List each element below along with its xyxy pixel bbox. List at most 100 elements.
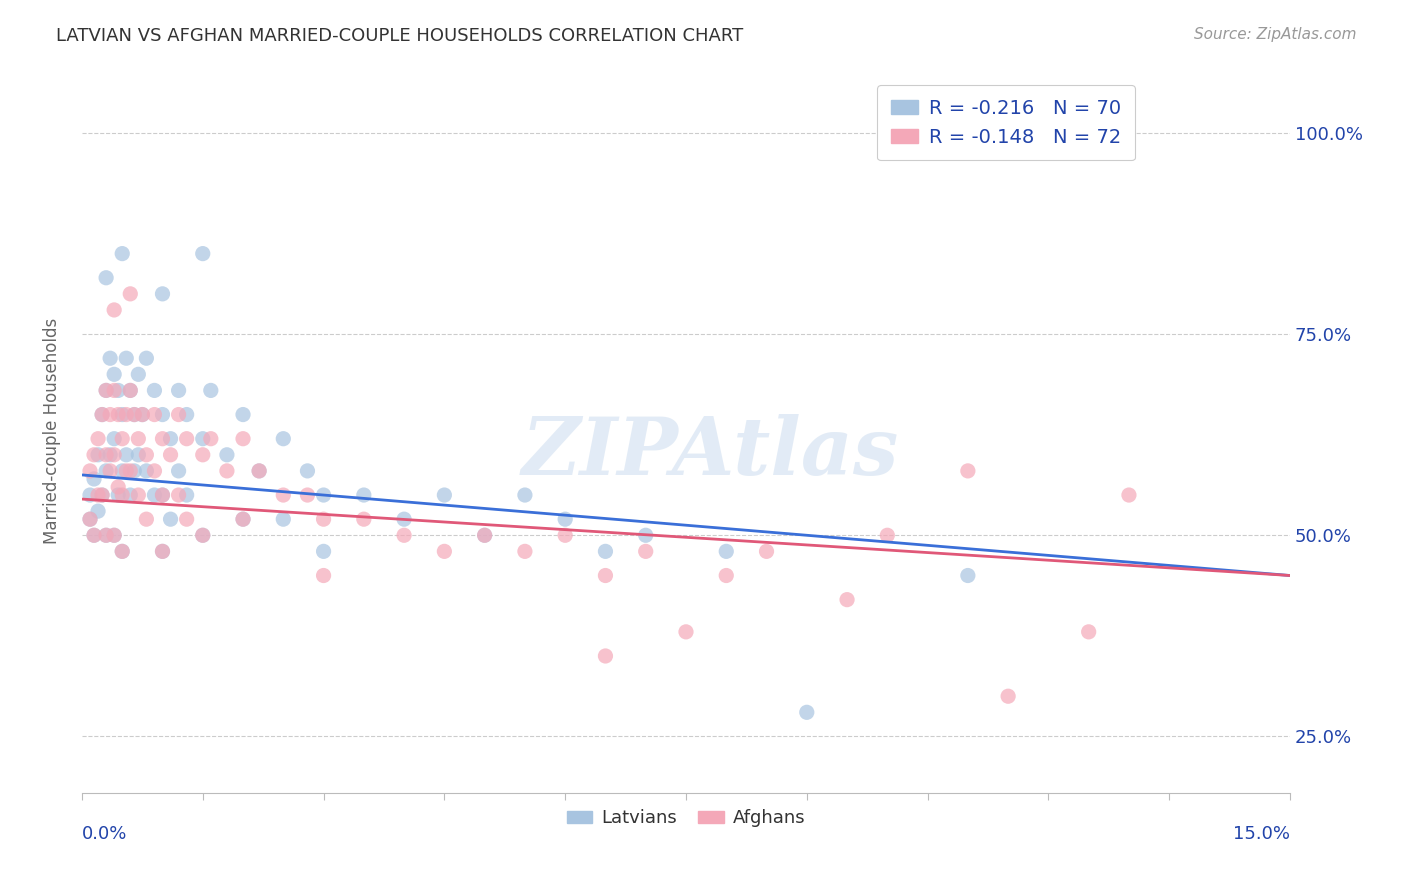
Point bbox=[152, 544, 174, 558]
Point bbox=[876, 528, 898, 542]
Point bbox=[115, 408, 138, 422]
Point bbox=[167, 408, 190, 422]
Point bbox=[271, 512, 294, 526]
Point bbox=[124, 408, 146, 422]
Point bbox=[87, 432, 110, 446]
Point bbox=[115, 351, 138, 366]
Point bbox=[127, 368, 149, 382]
Text: Source: ZipAtlas.com: Source: ZipAtlas.com bbox=[1194, 27, 1357, 42]
Point bbox=[595, 568, 617, 582]
Point bbox=[127, 448, 149, 462]
Point bbox=[124, 464, 146, 478]
Point bbox=[127, 488, 149, 502]
Point bbox=[152, 432, 174, 446]
Point bbox=[176, 432, 198, 446]
Point bbox=[135, 512, 157, 526]
Point bbox=[297, 464, 319, 478]
Point bbox=[159, 448, 181, 462]
Point bbox=[191, 246, 214, 260]
Point bbox=[98, 408, 121, 422]
Point bbox=[98, 351, 121, 366]
Point bbox=[120, 384, 142, 398]
Point bbox=[115, 448, 138, 462]
Point bbox=[120, 488, 142, 502]
Point bbox=[755, 544, 778, 558]
Point bbox=[271, 488, 294, 502]
Point bbox=[115, 464, 138, 478]
Point bbox=[167, 488, 190, 502]
Point bbox=[135, 351, 157, 366]
Point bbox=[91, 488, 114, 502]
Point bbox=[595, 544, 617, 558]
Point bbox=[152, 488, 174, 502]
Point bbox=[103, 368, 125, 382]
Point bbox=[595, 648, 617, 663]
Legend: Latvians, Afghans: Latvians, Afghans bbox=[560, 802, 813, 834]
Point bbox=[111, 488, 134, 502]
Point bbox=[835, 592, 858, 607]
Point bbox=[79, 512, 101, 526]
Point bbox=[91, 488, 114, 502]
Point bbox=[79, 464, 101, 478]
Point bbox=[513, 488, 536, 502]
Point bbox=[103, 302, 125, 317]
Point bbox=[131, 408, 153, 422]
Point bbox=[143, 408, 166, 422]
Point bbox=[297, 488, 319, 502]
Point bbox=[554, 512, 576, 526]
Point bbox=[392, 528, 415, 542]
Point bbox=[312, 488, 335, 502]
Point bbox=[94, 528, 117, 542]
Point bbox=[143, 384, 166, 398]
Point bbox=[111, 432, 134, 446]
Point bbox=[124, 408, 146, 422]
Point bbox=[120, 286, 142, 301]
Point bbox=[120, 384, 142, 398]
Point bbox=[111, 246, 134, 260]
Point bbox=[87, 448, 110, 462]
Point bbox=[353, 512, 375, 526]
Point bbox=[956, 464, 979, 478]
Point bbox=[94, 528, 117, 542]
Point bbox=[312, 512, 335, 526]
Point bbox=[200, 384, 222, 398]
Point bbox=[634, 544, 657, 558]
Y-axis label: Married-couple Households: Married-couple Households bbox=[44, 318, 60, 544]
Point bbox=[956, 568, 979, 582]
Point bbox=[107, 408, 129, 422]
Point bbox=[247, 464, 270, 478]
Point bbox=[87, 488, 110, 502]
Point bbox=[232, 408, 254, 422]
Point bbox=[94, 448, 117, 462]
Point bbox=[103, 528, 125, 542]
Point bbox=[87, 504, 110, 518]
Point bbox=[143, 464, 166, 478]
Point bbox=[91, 408, 114, 422]
Point bbox=[176, 512, 198, 526]
Point bbox=[127, 432, 149, 446]
Point bbox=[176, 408, 198, 422]
Point bbox=[176, 488, 198, 502]
Point bbox=[111, 464, 134, 478]
Point bbox=[79, 512, 101, 526]
Text: 0.0%: 0.0% bbox=[82, 825, 128, 843]
Point bbox=[191, 528, 214, 542]
Point bbox=[247, 464, 270, 478]
Point bbox=[215, 464, 238, 478]
Point bbox=[271, 432, 294, 446]
Point bbox=[79, 488, 101, 502]
Point bbox=[111, 544, 134, 558]
Point bbox=[167, 384, 190, 398]
Point bbox=[191, 432, 214, 446]
Text: LATVIAN VS AFGHAN MARRIED-COUPLE HOUSEHOLDS CORRELATION CHART: LATVIAN VS AFGHAN MARRIED-COUPLE HOUSEHO… bbox=[56, 27, 744, 45]
Point bbox=[353, 488, 375, 502]
Point bbox=[474, 528, 496, 542]
Point bbox=[232, 512, 254, 526]
Point bbox=[232, 512, 254, 526]
Point bbox=[152, 408, 174, 422]
Point bbox=[513, 544, 536, 558]
Point bbox=[152, 544, 174, 558]
Point bbox=[716, 544, 738, 558]
Point bbox=[232, 432, 254, 446]
Point bbox=[94, 384, 117, 398]
